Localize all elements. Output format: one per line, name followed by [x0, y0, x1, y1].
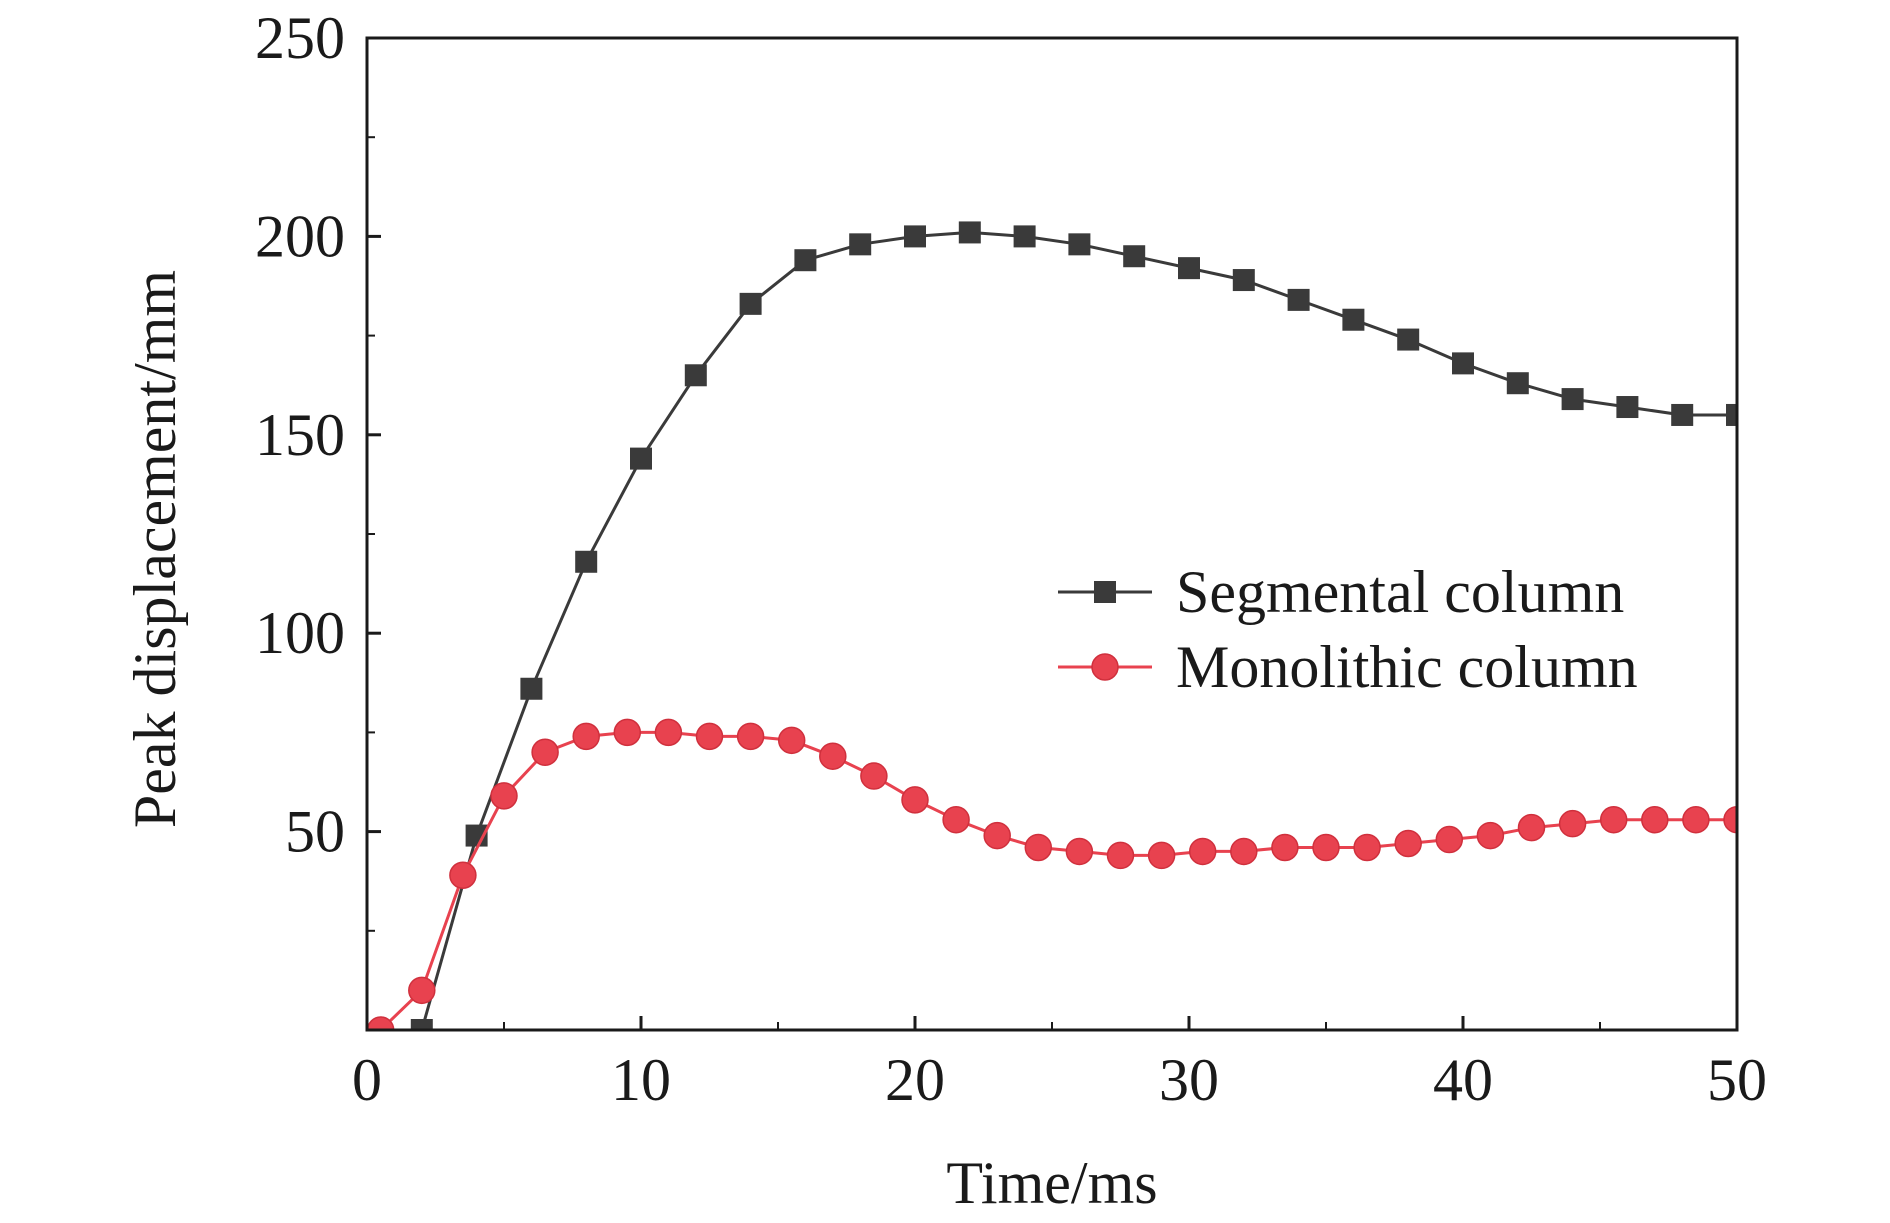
data-point — [942, 805, 970, 834]
x-axis-label: Time/ms — [946, 1150, 1157, 1216]
data-point — [1506, 372, 1529, 395]
x-axis: 0 10 20 30 40 50 — [352, 1016, 1767, 1113]
data-point — [654, 718, 683, 747]
data-point — [1068, 233, 1091, 256]
y-tick-label: 200 — [255, 203, 345, 269]
data-point — [531, 738, 559, 766]
series-line — [379, 730, 1737, 1030]
data-point — [630, 447, 652, 470]
data-point — [860, 762, 888, 790]
data-point — [1342, 308, 1365, 331]
series-1 — [410, 221, 1737, 1030]
data-point — [575, 550, 598, 573]
data-point — [367, 1016, 395, 1030]
data-point — [1517, 813, 1546, 842]
data-point — [849, 233, 872, 256]
series-2 — [367, 718, 1737, 1030]
data-point — [1726, 403, 1737, 426]
data-point — [819, 742, 847, 770]
data-point — [1024, 833, 1053, 862]
data-point — [1671, 403, 1694, 426]
data-point — [1561, 388, 1584, 411]
data-point — [1106, 841, 1135, 870]
data-point — [983, 821, 1011, 850]
data-point — [1682, 805, 1710, 834]
legend: Segmental column Monolithic column — [1058, 559, 1638, 700]
data-point — [1476, 821, 1505, 850]
data-point — [1394, 829, 1422, 858]
data-point — [1353, 833, 1381, 862]
x-tick-label: 0 — [352, 1047, 382, 1113]
legend-item-2: Monolithic column — [1058, 634, 1638, 700]
data-point — [958, 221, 981, 244]
data-point — [1558, 809, 1587, 838]
data-point — [904, 225, 926, 248]
data-point — [613, 718, 642, 747]
data-point — [1312, 833, 1340, 862]
legend-label: Segmental column — [1176, 559, 1624, 625]
data-point — [1271, 833, 1299, 862]
x-tick-label: 50 — [1707, 1047, 1767, 1113]
data-point — [1723, 805, 1737, 834]
data-point — [408, 976, 436, 1005]
data-point — [1397, 328, 1420, 351]
data-point — [695, 722, 724, 751]
data-point — [1452, 352, 1474, 375]
data-point — [1616, 396, 1639, 419]
x-tick-label: 10 — [611, 1047, 671, 1113]
legend-item-1: Segmental column — [1058, 559, 1624, 625]
y-tick-label: 250 — [255, 5, 345, 71]
y-axis-label: Peak displacement/mm — [122, 270, 188, 828]
y-tick-label: 150 — [255, 402, 345, 468]
data-point — [1013, 225, 1036, 248]
data-point — [736, 722, 765, 751]
data-point — [520, 677, 543, 700]
data-point — [1641, 805, 1669, 834]
data-point — [1287, 288, 1310, 311]
legend-marker — [1094, 581, 1116, 603]
data-point — [684, 364, 707, 387]
data-point — [901, 786, 929, 814]
data-point — [739, 292, 762, 315]
data-point — [1599, 805, 1628, 834]
legend-label: Monolithic column — [1176, 634, 1638, 700]
x-tick-label: 40 — [1433, 1047, 1493, 1113]
plot-frame — [365, 36, 1739, 1032]
x-tick-label: 20 — [885, 1047, 945, 1113]
data-point — [1123, 245, 1146, 268]
data-point — [1435, 825, 1464, 854]
data-point — [410, 1019, 433, 1030]
data-point — [1188, 837, 1217, 866]
series-line — [420, 230, 1737, 1030]
data-point — [490, 782, 518, 810]
y-tick-label: 50 — [285, 799, 345, 865]
legend-marker — [1091, 653, 1119, 681]
series-layer — [367, 221, 1737, 1030]
data-point — [572, 722, 600, 751]
data-point — [1147, 841, 1176, 870]
data-point — [449, 861, 477, 889]
data-point — [1178, 257, 1200, 280]
data-point — [1232, 269, 1255, 292]
y-axis: 50 100 150 200 250 — [255, 5, 381, 932]
x-tick-label: 30 — [1159, 1047, 1219, 1113]
data-point — [1065, 837, 1094, 866]
data-point — [777, 726, 806, 755]
y-tick-label: 100 — [255, 600, 345, 666]
data-point — [794, 249, 817, 272]
data-point — [1230, 837, 1258, 866]
